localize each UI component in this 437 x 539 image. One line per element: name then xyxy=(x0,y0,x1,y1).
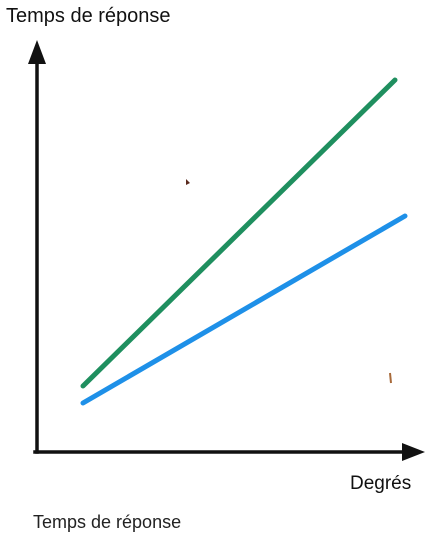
x-axis-arrowhead xyxy=(402,443,425,461)
series-lines xyxy=(80,77,408,406)
scan-speck xyxy=(186,179,190,185)
figure-caption: Temps de réponse xyxy=(33,512,181,532)
y-axis-label: Temps de réponse xyxy=(6,5,171,27)
series-line-2 xyxy=(80,213,408,406)
scan-speck xyxy=(389,372,392,384)
y-axis-arrowhead xyxy=(28,40,46,64)
x-axis-label: Degrés xyxy=(350,473,411,494)
series-line-1 xyxy=(80,77,398,389)
